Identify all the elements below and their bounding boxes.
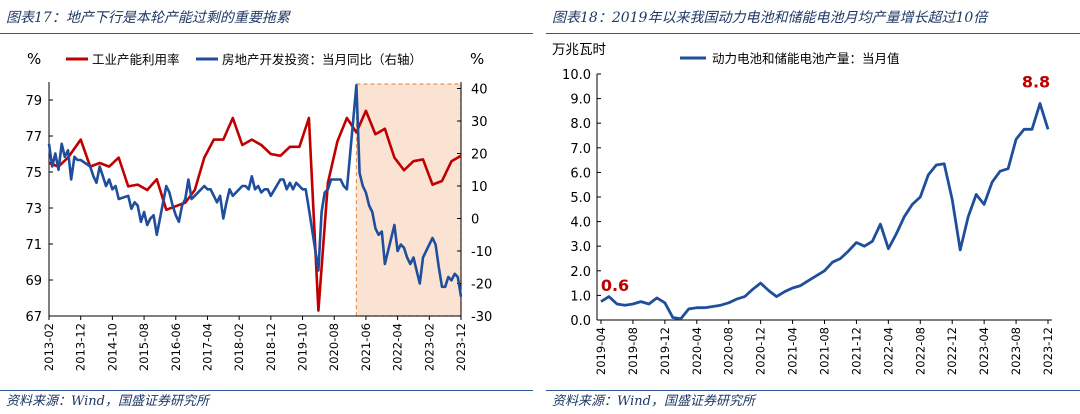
y-tick-label: 3.0 — [570, 240, 591, 255]
left-source-rule — [0, 390, 533, 391]
x-tick-label: 2022-04 — [881, 327, 895, 375]
highlight-region — [355, 83, 462, 317]
x-tick-label: 2019-10 — [296, 323, 310, 371]
x-tick-label: 2023-04 — [977, 327, 991, 375]
left-unit-label: % — [27, 50, 41, 68]
x-tick-label: 2021-06 — [359, 323, 373, 371]
y-tick-label: 5.0 — [570, 191, 591, 206]
y-tick-label: 10.0 — [562, 68, 591, 83]
y-axis-unit-label: 万兆瓦时 — [552, 42, 606, 58]
left-y-tick-label: 75 — [25, 166, 42, 181]
right-chart-panel: 图表18：2019年以来我国动力电池和储能电池月均产量增长超过10倍 万兆瓦时 0… — [546, 0, 1080, 414]
x-tick-label: 2021-12 — [849, 327, 863, 375]
right-battery-output-line-chart: 万兆瓦时 0.0 1.0 2.0 3.0 4.0 5.0 6.0 7.0 8.0 9.0 10.0 20… — [552, 42, 1055, 375]
real-estate-investment-line — [47, 83, 463, 297]
left-y-tick-label: 67 — [25, 310, 42, 325]
x-tick-label: 2019-08 — [626, 327, 640, 375]
right-y-tick-label: 10 — [471, 180, 488, 195]
y-tick-label: 0.0 — [570, 314, 591, 329]
right-y-tick-label: 20 — [471, 148, 488, 163]
x-tick-label: 2015-08 — [137, 323, 151, 371]
y-tick-label: 1.0 — [570, 289, 591, 304]
left-y-tick-label: 71 — [25, 238, 42, 253]
right-chart-source: 资料来源：Wind，国盛证券研究所 — [552, 394, 755, 409]
legend-label-capacity: 工业产能利用率 — [92, 52, 180, 67]
x-tick-label: 2014-10 — [105, 323, 119, 371]
y-tick-label: 8.0 — [570, 117, 591, 132]
left-chart-panel: 图表17：地产下行是本轮产能过剩的重要拖累 %% 67 69 71 73 75 77 79 -3… — [0, 0, 533, 414]
right-source-rule — [546, 390, 1080, 391]
right-unit-label: % — [470, 50, 484, 68]
legend-label-battery: 动力电池和储能电池产量：当月值 — [712, 51, 900, 66]
x-tick-label: 2018-12 — [264, 323, 278, 371]
left-y-tick-label: 79 — [25, 94, 42, 109]
x-tick-label: 2019-04 — [594, 327, 608, 375]
x-tick-label: 2022-12 — [945, 327, 959, 375]
x-tick-label: 2023-08 — [1009, 327, 1023, 375]
x-tick-label: 2021-08 — [818, 327, 832, 375]
right-y-tick-label: -30 — [471, 310, 492, 325]
x-tick-label: 2020-12 — [754, 327, 768, 375]
x-tick-label: 2013-02 — [42, 323, 56, 371]
left-title-rule — [0, 33, 533, 34]
y-tick-label: 6.0 — [570, 166, 591, 181]
x-tick-label: 2022-08 — [913, 327, 927, 375]
right-y-tick-label: 40 — [471, 83, 488, 98]
right-title-rule — [546, 33, 1080, 34]
right-y-tick-label: -20 — [471, 278, 492, 293]
x-tick-label: 2023-12 — [454, 323, 468, 371]
x-tick-label: 2020-04 — [690, 327, 704, 375]
y-tick-label: 4.0 — [570, 216, 591, 231]
annotation-peak-value: 8.8 — [1022, 73, 1050, 92]
y-tick-label: 9.0 — [570, 93, 591, 108]
x-tick-label: 2017-04 — [200, 323, 214, 371]
y-tick-label: 2.0 — [570, 265, 591, 280]
x-tick-label: 2019-12 — [658, 327, 672, 375]
left-y-tick-label: 69 — [25, 274, 42, 289]
annotation-start-value: 0.6 — [601, 276, 629, 295]
left-y-tick-label: 73 — [25, 202, 42, 217]
left-chart-source: 资料来源：Wind，国盛证券研究所 — [6, 394, 209, 409]
x-tick-label: 2023-02 — [422, 323, 436, 371]
x-tick-label: 2022-04 — [391, 323, 405, 371]
x-tick-label: 2021-04 — [786, 327, 800, 375]
right-y-tick-label: 30 — [471, 115, 488, 130]
legend-label-investment: 房地产开发投资：当月同比（右轴） — [222, 52, 422, 67]
x-tick-label: 2018-02 — [232, 323, 246, 371]
x-tick-label: 2020-08 — [722, 327, 736, 375]
left-y-tick-label: 77 — [25, 130, 42, 145]
y-tick-label: 7.0 — [570, 142, 591, 157]
x-tick-label: 2016-06 — [169, 323, 183, 371]
battery-output-line — [600, 102, 1050, 321]
right-y-tick-label: -10 — [471, 245, 492, 260]
right-y-tick-label: 0 — [471, 213, 479, 228]
left-dual-axis-line-chart: % % 67 69 71 73 75 77 79 -30 -20 -10 0 10 20 30 40 2013-0… — [25, 50, 492, 371]
x-tick-label: 2023-12 — [1041, 327, 1055, 375]
right-chart-title: 图表18：2019年以来我国动力电池和储能电池月均产量增长超过10倍 — [552, 10, 988, 26]
capacity-utilization-line — [48, 109, 462, 312]
x-tick-label: 2013-12 — [74, 323, 88, 371]
x-tick-label: 2020-08 — [327, 323, 341, 371]
left-chart-title: 图表17：地产下行是本轮产能过剩的重要拖累 — [6, 10, 290, 26]
